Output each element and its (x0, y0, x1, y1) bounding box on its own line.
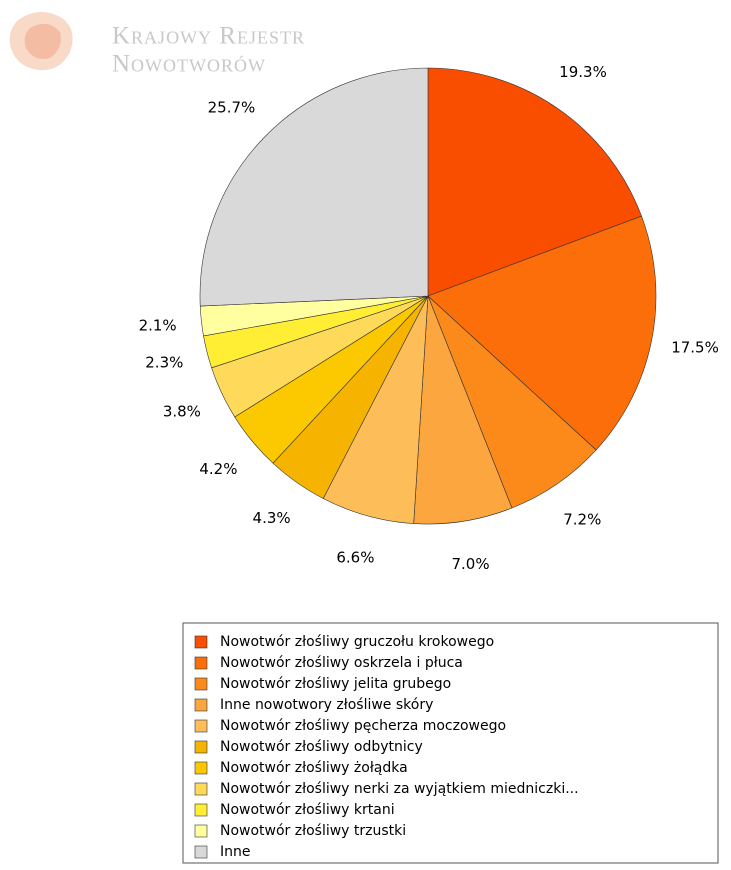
legend-swatch (194, 740, 208, 754)
legend-label: Nowotwór złośliwy nerki za wyjątkiem mie… (220, 781, 579, 797)
pie-slice (427, 295, 597, 509)
legend-label: Nowotwór złośliwy krtani (220, 802, 395, 818)
legend-swatch (194, 719, 208, 733)
legend-swatch (194, 656, 208, 670)
logo: Krajowy Rejestr Nowotworów (9, 11, 305, 78)
legend-label: Nowotwór złośliwy pęcherza moczowego (220, 718, 506, 734)
legend-label: Nowotwór złośliwy odbytnicy (220, 739, 423, 755)
slice-label: 17.5% (671, 338, 719, 356)
slice-label: 2.3% (145, 353, 183, 371)
legend-box (182, 622, 719, 864)
legend-swatch (194, 677, 208, 691)
slice-label: 6.6% (336, 549, 374, 567)
logo-line: Krajowy Rejestr (112, 23, 305, 50)
legend-swatch (194, 698, 208, 712)
slice-label: 2.1% (139, 316, 177, 334)
legend-label: Inne (220, 844, 251, 860)
legend-label: Nowotwór złośliwy jelita grubego (220, 676, 451, 692)
slice-label: 7.0% (451, 555, 489, 573)
slice-label: 3.8% (163, 402, 201, 420)
slice-label: 4.2% (199, 460, 237, 478)
legend-label: Nowotwór złośliwy trzustki (220, 823, 406, 839)
legend-swatch (194, 845, 208, 859)
logo-line: Nowotworów (112, 51, 266, 78)
slice-label: 25.7% (208, 98, 256, 116)
legend-swatch (194, 782, 208, 796)
legend-label: Nowotwór złośliwy oskrzela i płuca (220, 655, 463, 671)
slice-label: 19.3% (559, 63, 607, 81)
slice-label: 7.2% (563, 511, 601, 529)
slice-label: 4.3% (253, 509, 291, 527)
legend-swatch (194, 761, 208, 775)
pie-slice (199, 67, 429, 307)
pie-slice (427, 67, 642, 297)
legend-label: Nowotwór złośliwy żołądka (220, 760, 408, 776)
pie-slice (427, 215, 657, 451)
logo-icon-inner (24, 23, 61, 59)
legend-label: Inne nowotwory złośliwe skóry (220, 697, 433, 713)
legend-label: Nowotwór złośliwy gruczołu krokowego (220, 634, 494, 650)
legend-swatch (194, 824, 208, 838)
legend-swatch (194, 803, 208, 817)
legend-swatch (194, 635, 208, 649)
